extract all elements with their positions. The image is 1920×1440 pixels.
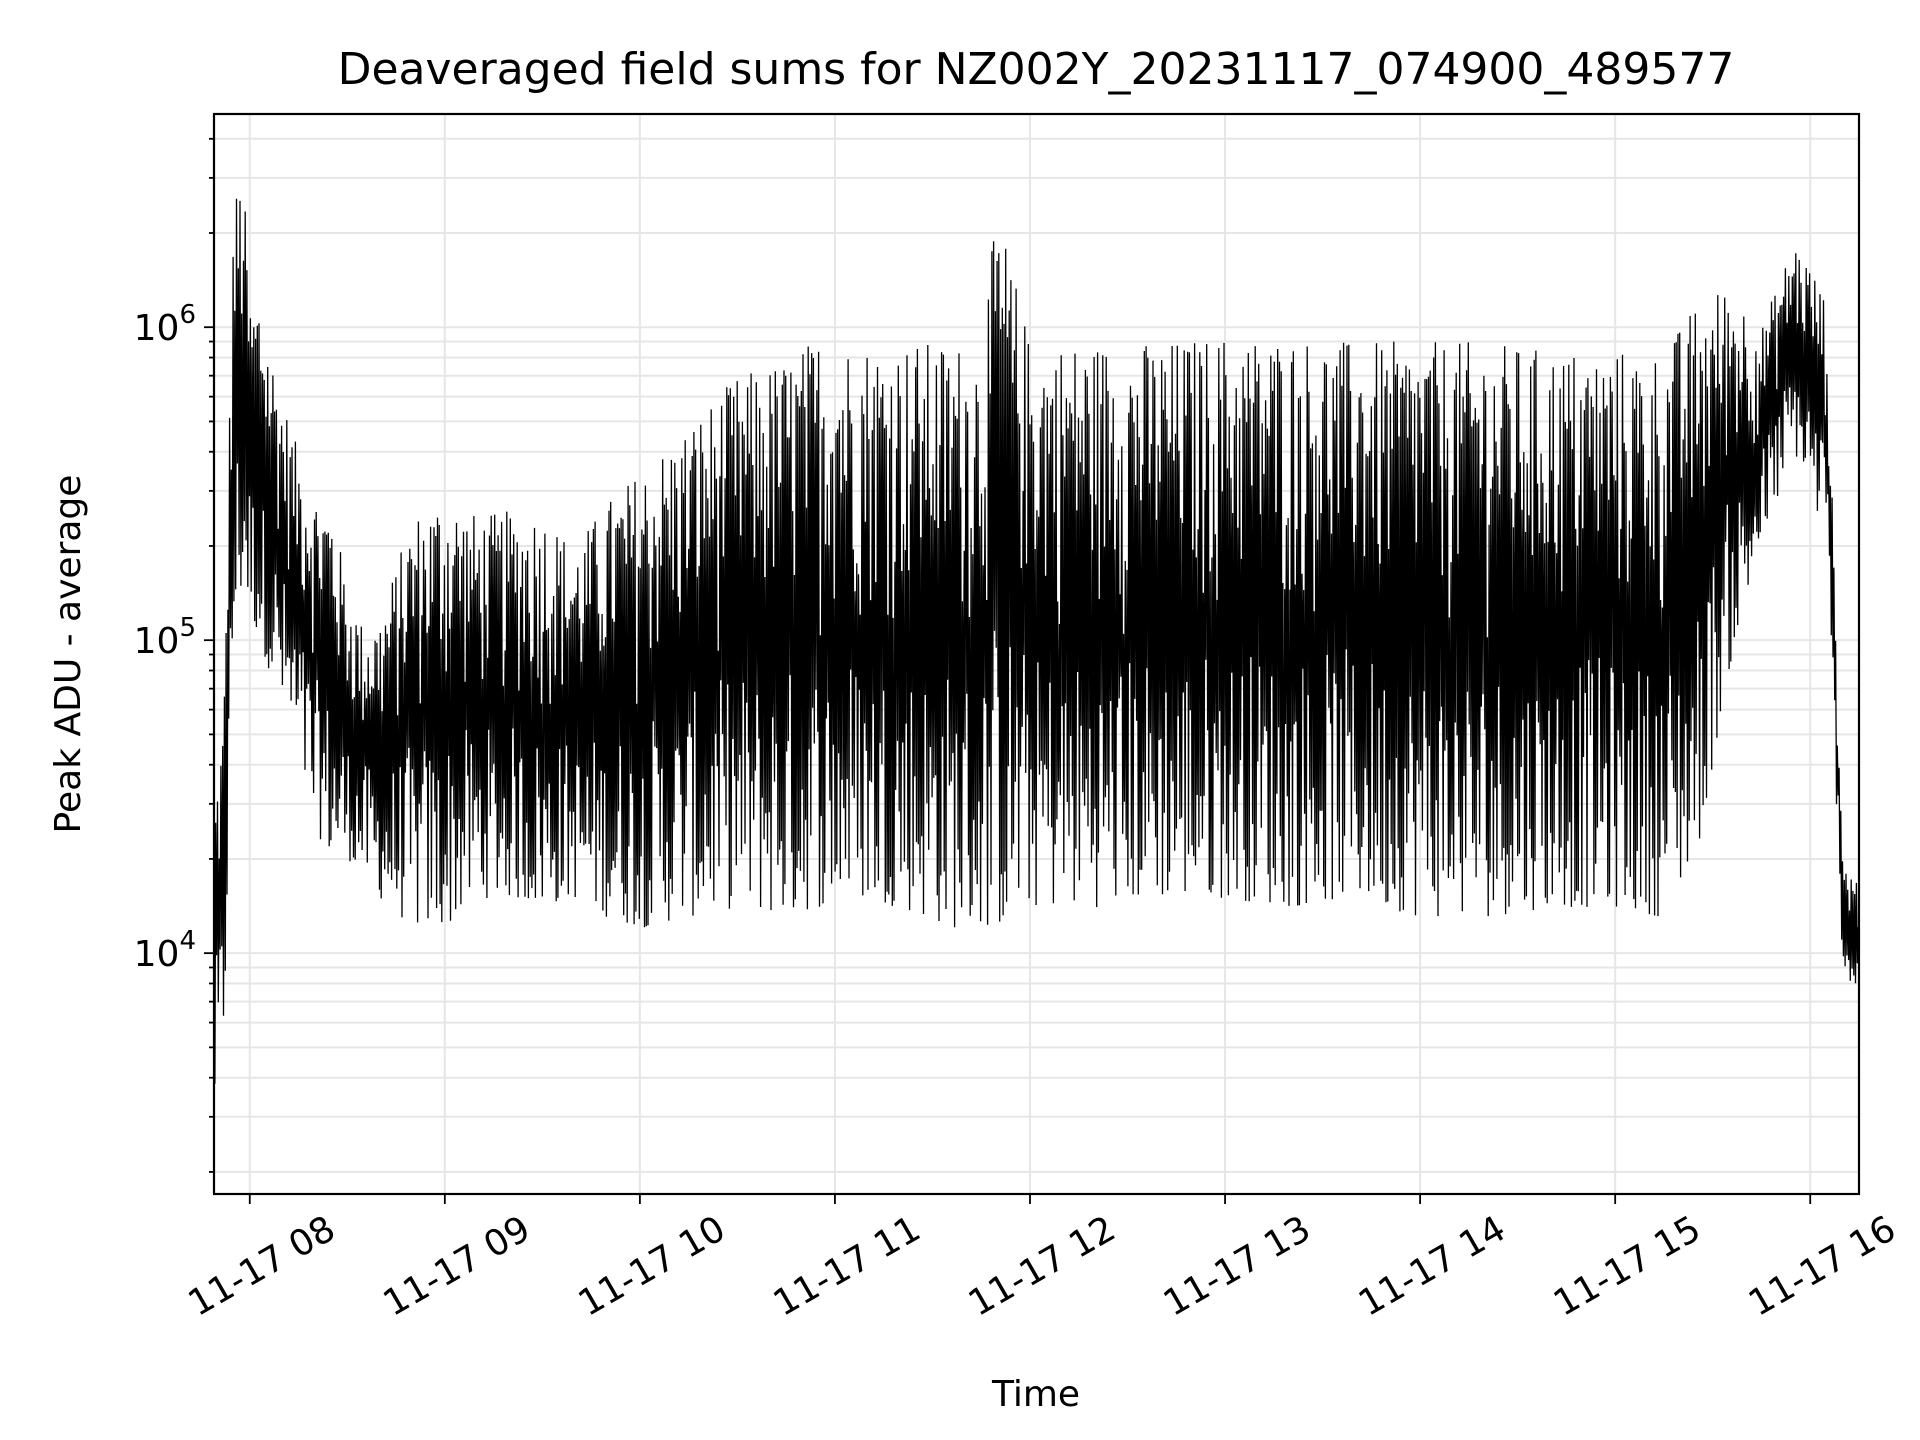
y-tick-label: 106 <box>134 300 196 349</box>
y-tick-label: 104 <box>134 926 196 975</box>
series-line <box>213 198 1860 1084</box>
y-axis: 104 105 106 <box>134 137 214 1173</box>
chart-title: Deaveraged field sums for NZ002Y_2023111… <box>338 44 1735 95</box>
x-axis-label: Time <box>991 1374 1080 1415</box>
series <box>213 198 1860 1084</box>
y-tick-label: 105 <box>134 613 196 662</box>
y-axis-label: Peak ADU - average <box>48 475 89 834</box>
